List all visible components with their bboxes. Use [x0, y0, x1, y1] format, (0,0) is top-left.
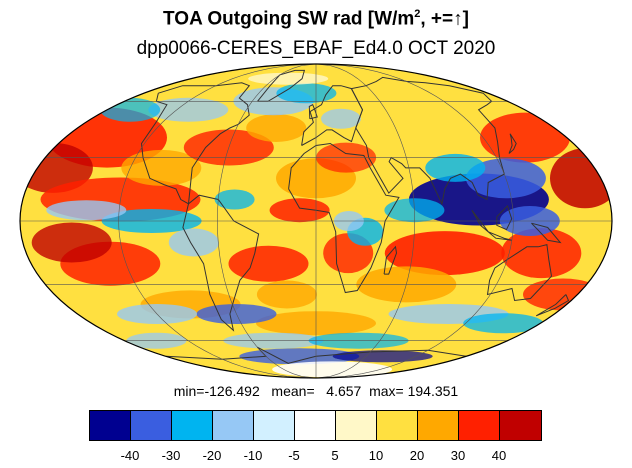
- colorbar-swatch-9: [459, 411, 500, 440]
- colorbar-tick-label: 10: [368, 448, 384, 463]
- coastline-path: [535, 294, 570, 317]
- colorbar-swatch-8: [418, 411, 459, 440]
- chart-title: TOA Outgoing SW rad [W/m2, +=↑]: [163, 8, 469, 30]
- anomaly-patch: [463, 313, 544, 334]
- coastline-path: [257, 69, 306, 102]
- colorbar-tick-label: -10: [243, 448, 263, 463]
- coastline-path: [140, 82, 251, 205]
- colorbar-swatch-2: [172, 411, 213, 440]
- anomaly-patch: [31, 222, 112, 263]
- anomaly-patch: [501, 228, 582, 279]
- colorbar-swatch-5: [295, 411, 336, 440]
- anomaly-patch: [256, 280, 317, 309]
- colorbar-swatch-3: [213, 411, 254, 440]
- anomaly-patch: [239, 348, 360, 365]
- anomaly-patch: [246, 114, 307, 142]
- colorbar-swatch-1: [131, 411, 172, 440]
- coastline-path: [182, 194, 260, 332]
- anomaly-patch: [425, 153, 486, 182]
- anomaly-patch: [384, 231, 505, 276]
- anomaly-patch: [523, 278, 603, 311]
- coastline-path: [508, 133, 517, 154]
- anomaly-patch: [46, 200, 127, 221]
- colorbar-ticks: -40 -30 -20 -10 -5 5 10 20 30 40: [0, 448, 632, 464]
- colorbar-tick-label: -30: [161, 448, 181, 463]
- colorbar-swatch-7: [377, 411, 418, 440]
- anomaly-patch: [168, 228, 219, 257]
- colorbar-tick-label: 5: [331, 448, 339, 463]
- anomaly-patch: [121, 149, 202, 186]
- anomaly-patch: [276, 83, 337, 104]
- colorbar-swatch-4: [254, 411, 295, 440]
- mollweide-map: [19, 63, 613, 379]
- colorbar-tick-label: 30: [450, 448, 466, 463]
- anomaly-patch: [332, 350, 433, 363]
- chart-subtitle: dpp0066-CERES_EBAF_Ed4.0 OCT 2020: [136, 38, 496, 59]
- colorbar-tick-label: -5: [288, 448, 300, 463]
- coastline-path: [486, 243, 553, 302]
- colorbar: [89, 410, 542, 441]
- colorbar-swatch-0: [90, 411, 131, 440]
- colorbar-tick-label: -20: [202, 448, 222, 463]
- colorbar-tick-label: 20: [409, 448, 425, 463]
- anomaly-patch: [269, 198, 330, 223]
- map-outline: [19, 63, 613, 379]
- anomaly-patch: [248, 72, 329, 85]
- coastline-path: [350, 76, 505, 206]
- anomaly-patch: [148, 97, 229, 122]
- colorbar-swatch-10: [500, 411, 541, 440]
- anomaly-patch: [214, 189, 255, 210]
- anomaly-patch: [321, 108, 361, 129]
- coastline-path: [531, 222, 562, 244]
- colorbar-tick-label: -40: [120, 448, 140, 463]
- colorbar-tick-label: 40: [491, 448, 507, 463]
- coastline-path: [383, 245, 398, 275]
- anomaly-patch: [480, 112, 570, 163]
- stats-line: min=-126.492 mean= 4.657 max= 194.351: [173, 383, 459, 399]
- coastline-path: [496, 204, 513, 231]
- anomaly-patch: [228, 245, 309, 282]
- colorbar-swatch-6: [336, 411, 377, 440]
- coastline-path: [165, 346, 467, 364]
